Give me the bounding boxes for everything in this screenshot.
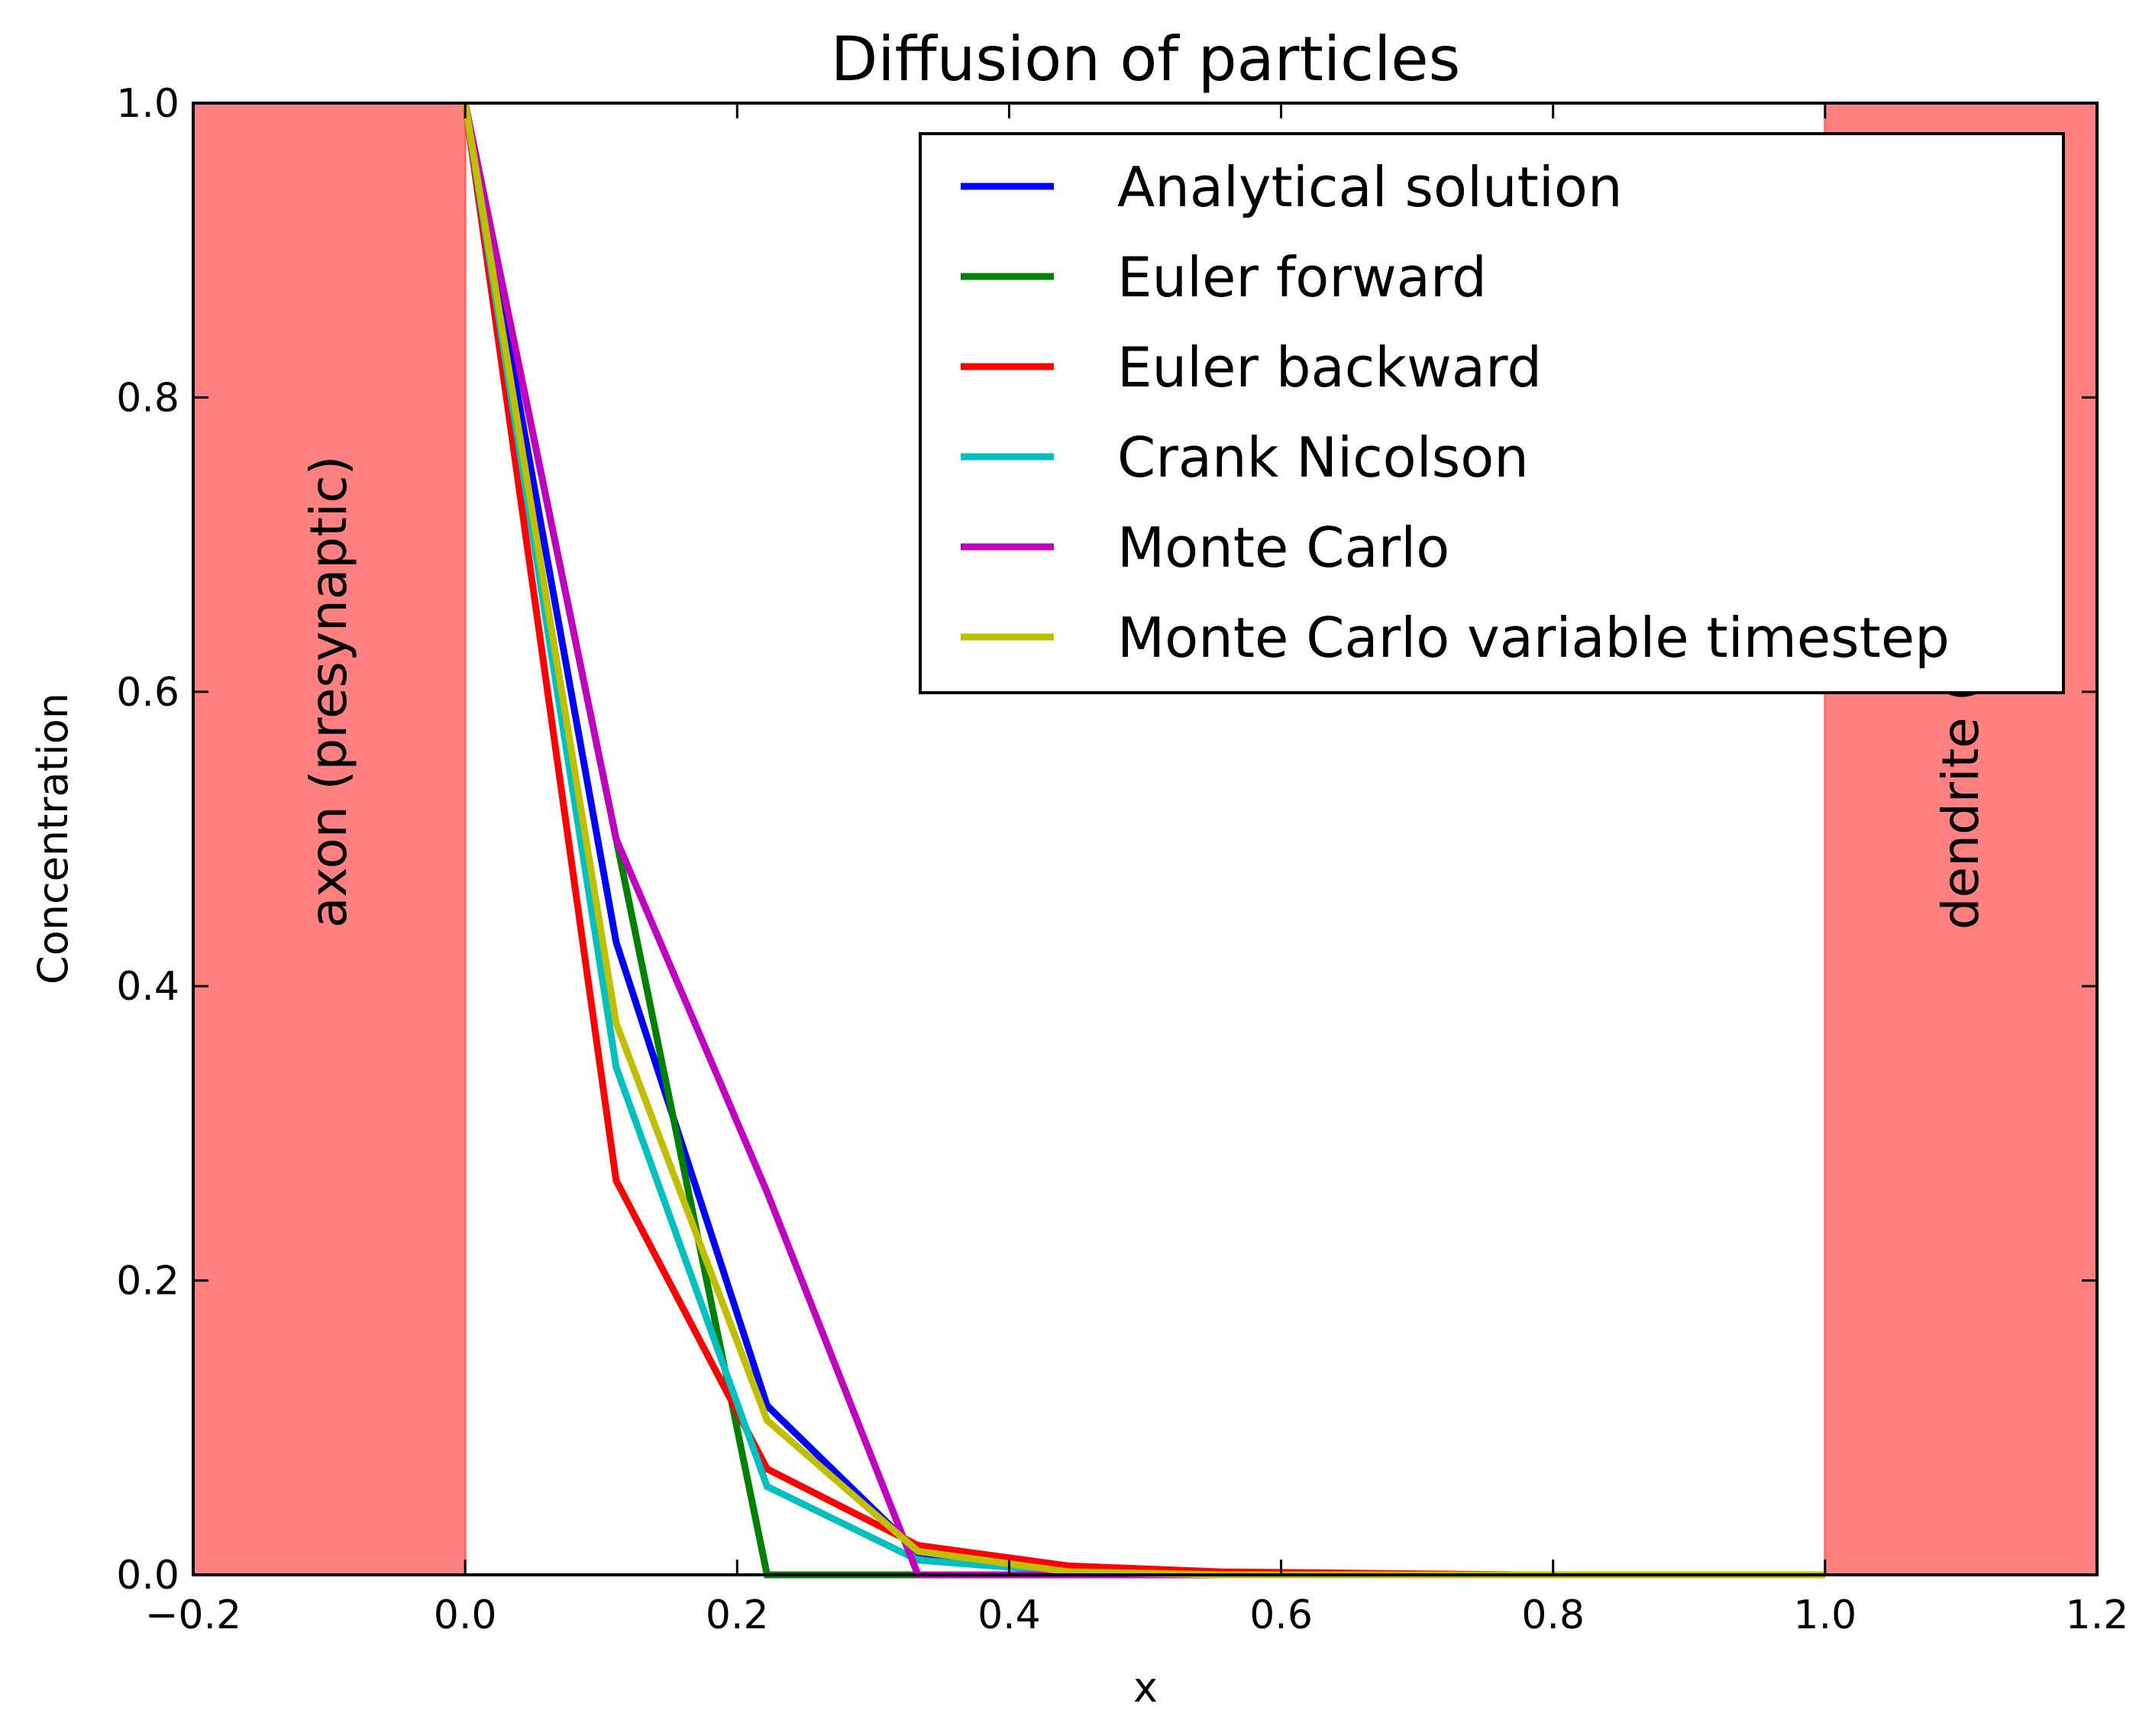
y-tick-label: 0.0 (116, 1553, 179, 1599)
plot-frame (192, 102, 2099, 1576)
y-axis-label: Concentration (29, 693, 77, 984)
legend-label-4: Monte Carlo (1117, 516, 1449, 580)
axis-tick-labels: −0.2 0.0 0.2 0.4 0.6 0.8 1.0 1.20.00.20.40.60.8… (116, 81, 2128, 1638)
x-tick-label: 0.6 (1249, 1592, 1313, 1638)
legend-label-1: Euler forward (1117, 245, 1487, 309)
x-tick-label: 0.0 (434, 1592, 497, 1638)
legend: Analytical solution Euler forward Euler ba… (919, 132, 2065, 694)
shaded-region-0 (192, 102, 467, 1576)
legend-label-2: Euler backward (1117, 335, 1542, 399)
legend-label-5: Monte Carlo variable timestep (1117, 606, 1950, 670)
legend-label-3: Crank Nicolson (1117, 425, 1529, 490)
x-tick-label: −0.2 (145, 1592, 241, 1638)
chart-title: Diffusion of particles (831, 24, 1461, 95)
legend-entries: Analytical solution Euler forward Euler ba… (961, 155, 1950, 670)
x-axis-label: x (1133, 1663, 1158, 1712)
y-tick-label: 0.6 (116, 670, 179, 716)
x-tick-label: 0.2 (706, 1592, 769, 1638)
y-tick-label: 0.2 (116, 1259, 179, 1304)
y-tick-label: 0.4 (116, 964, 179, 1010)
region-label-0: axon (presynaptic) (299, 456, 358, 928)
x-tick-label: 1.0 (1794, 1592, 1857, 1638)
legend-box (919, 132, 2065, 694)
y-tick-label: 1.0 (116, 81, 179, 127)
legend-label-0: Analytical solution (1117, 155, 1623, 219)
x-tick-label: 0.8 (1521, 1592, 1585, 1638)
x-tick-label: 1.2 (2066, 1592, 2129, 1638)
x-tick-label: 0.4 (977, 1592, 1041, 1638)
y-tick-label: 0.8 (116, 375, 179, 421)
axis-ticks (192, 102, 2099, 1576)
